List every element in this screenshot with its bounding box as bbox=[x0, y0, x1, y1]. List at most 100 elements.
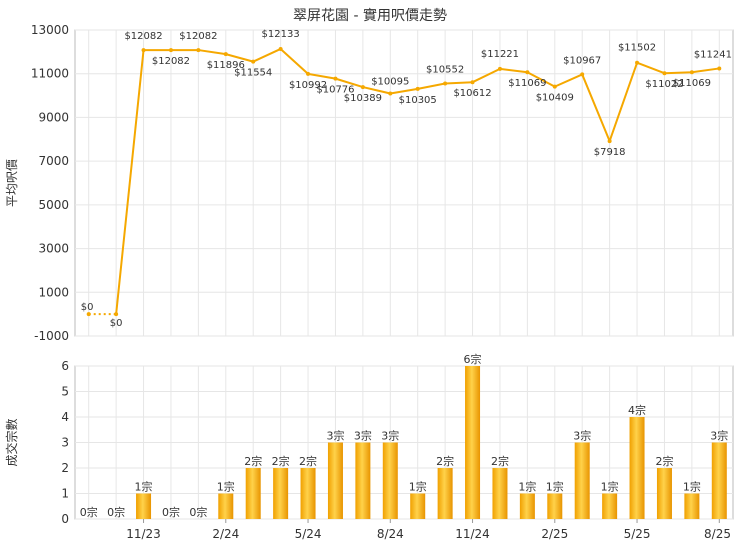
volume-bar bbox=[629, 417, 645, 519]
price-data-label: $11022 bbox=[645, 79, 683, 90]
price-point bbox=[689, 70, 694, 75]
x-tick-label: 5/24 bbox=[295, 527, 322, 541]
price-y-tick-label: 9000 bbox=[38, 110, 69, 124]
price-data-label: $10409 bbox=[536, 93, 574, 104]
volume-y-tick-label: 4 bbox=[61, 410, 69, 424]
price-point bbox=[278, 46, 283, 51]
volume-data-label: 1宗 bbox=[601, 480, 619, 494]
x-tick-label: 2/24 bbox=[212, 527, 239, 541]
price-point bbox=[196, 48, 201, 53]
volume-bar bbox=[711, 442, 727, 519]
volume-y-tick-label: 5 bbox=[61, 385, 69, 399]
volume-data-label: 0宗 bbox=[162, 505, 180, 519]
volume-bar bbox=[218, 493, 234, 519]
volume-data-label: 0宗 bbox=[189, 505, 207, 519]
price-data-label: $12082 bbox=[124, 31, 162, 42]
price-y-axis-label: 平均呎價 bbox=[5, 159, 19, 207]
price-point bbox=[717, 66, 722, 71]
price-point bbox=[525, 70, 530, 75]
x-tick-label: 8/24 bbox=[377, 527, 404, 541]
price-point bbox=[662, 71, 667, 76]
price-data-label: $12082 bbox=[152, 56, 190, 67]
volume-bar bbox=[273, 468, 289, 519]
volume-bar bbox=[656, 468, 672, 519]
price-data-label: $10552 bbox=[426, 65, 464, 76]
x-tick-label: 11/24 bbox=[455, 527, 490, 541]
price-point bbox=[415, 86, 420, 91]
volume-bar bbox=[519, 493, 535, 519]
volume-bar bbox=[437, 468, 453, 519]
price-panel: -1000 1000 3000 5000 7000 9000 11000 13000 平均呎價 $… bbox=[5, 23, 734, 343]
price-point bbox=[497, 66, 502, 71]
price-data-label: $10992 bbox=[289, 80, 327, 91]
price-data-label: $10305 bbox=[399, 95, 437, 106]
price-y-tick-label: 11000 bbox=[31, 67, 69, 81]
volume-y-tick-label: 0 bbox=[61, 512, 69, 526]
volume-data-label: 2宗 bbox=[436, 454, 454, 468]
volume-bar bbox=[245, 468, 261, 519]
price-y-tick-label: 3000 bbox=[38, 242, 69, 256]
volume-data-label: 0宗 bbox=[107, 505, 125, 519]
volume-data-label: 6宗 bbox=[464, 352, 482, 366]
volume-data-label: 3宗 bbox=[381, 429, 399, 443]
price-data-label: $12133 bbox=[262, 29, 300, 40]
volume-bar bbox=[410, 493, 426, 519]
price-point bbox=[168, 48, 173, 53]
volume-data-label: 3宗 bbox=[354, 429, 372, 443]
price-point bbox=[251, 59, 256, 64]
price-data-label: $10389 bbox=[344, 93, 382, 104]
x-tick-label: 8/25 bbox=[704, 527, 731, 541]
price-data-label: $11069 bbox=[508, 78, 546, 89]
volume-data-label: 2宗 bbox=[655, 454, 673, 468]
volume-data-label: 1宗 bbox=[683, 480, 701, 494]
volume-bar bbox=[602, 493, 618, 519]
price-point bbox=[580, 72, 585, 77]
price-point bbox=[470, 80, 475, 85]
price-data-label: $10776 bbox=[316, 85, 354, 96]
volume-data-label: 4宗 bbox=[628, 403, 646, 417]
volume-data-label: 1宗 bbox=[135, 480, 153, 494]
price-data-label: $0 bbox=[81, 302, 94, 313]
price-data-label: $11221 bbox=[481, 49, 519, 60]
price-data-label: $11896 bbox=[207, 60, 245, 71]
price-data-label: $7918 bbox=[594, 147, 626, 158]
price-data-label: $11069 bbox=[673, 78, 711, 89]
volume-data-label: 0宗 bbox=[80, 505, 98, 519]
price-point bbox=[114, 312, 119, 317]
volume-bar bbox=[300, 468, 316, 519]
volume-bar bbox=[547, 493, 563, 519]
volume-y-tick-label: 2 bbox=[61, 461, 69, 475]
volume-bar bbox=[465, 366, 481, 519]
price-data-label: $12082 bbox=[179, 31, 217, 42]
price-point bbox=[223, 52, 228, 57]
volume-y-tick-label: 6 bbox=[61, 359, 69, 373]
x-tick-label: 11/23 bbox=[126, 527, 161, 541]
volume-bar bbox=[492, 468, 508, 519]
x-tick-label: 2/25 bbox=[541, 527, 568, 541]
price-y-tick-label: 5000 bbox=[38, 198, 69, 212]
price-data-label: $10612 bbox=[453, 88, 491, 99]
price-point bbox=[388, 91, 393, 96]
price-point bbox=[86, 312, 91, 317]
volume-y-tick-label: 1 bbox=[61, 487, 69, 501]
volume-bar bbox=[684, 493, 700, 519]
volume-data-label: 2宗 bbox=[299, 454, 317, 468]
price-data-label: $10967 bbox=[563, 55, 601, 66]
price-point bbox=[306, 71, 311, 76]
price-data-label: $0 bbox=[110, 318, 123, 329]
price-y-tick-label: 13000 bbox=[31, 23, 69, 37]
price-plot-area bbox=[74, 29, 734, 337]
price-point bbox=[360, 85, 365, 90]
volume-bar bbox=[574, 442, 590, 519]
volume-data-label: 3宗 bbox=[326, 429, 344, 443]
volume-bar bbox=[327, 442, 343, 519]
volume-data-label: 1宗 bbox=[518, 480, 536, 494]
volume-data-label: 2宗 bbox=[244, 454, 262, 468]
volume-data-label: 1宗 bbox=[217, 480, 235, 494]
price-data-label: $11502 bbox=[618, 43, 656, 54]
price-point bbox=[552, 84, 557, 89]
volume-data-label: 1宗 bbox=[409, 480, 427, 494]
volume-panel: 0 1 2 3 4 5 6 成交宗數 0宗 0宗 1宗 0宗 0宗 1宗 2宗 2宗 2宗 3宗 3宗 3宗 1宗 2宗 6… bbox=[4, 352, 734, 541]
price-y-tick-label: 7000 bbox=[38, 154, 69, 168]
volume-y-axis-label: 成交宗數 bbox=[4, 418, 19, 466]
